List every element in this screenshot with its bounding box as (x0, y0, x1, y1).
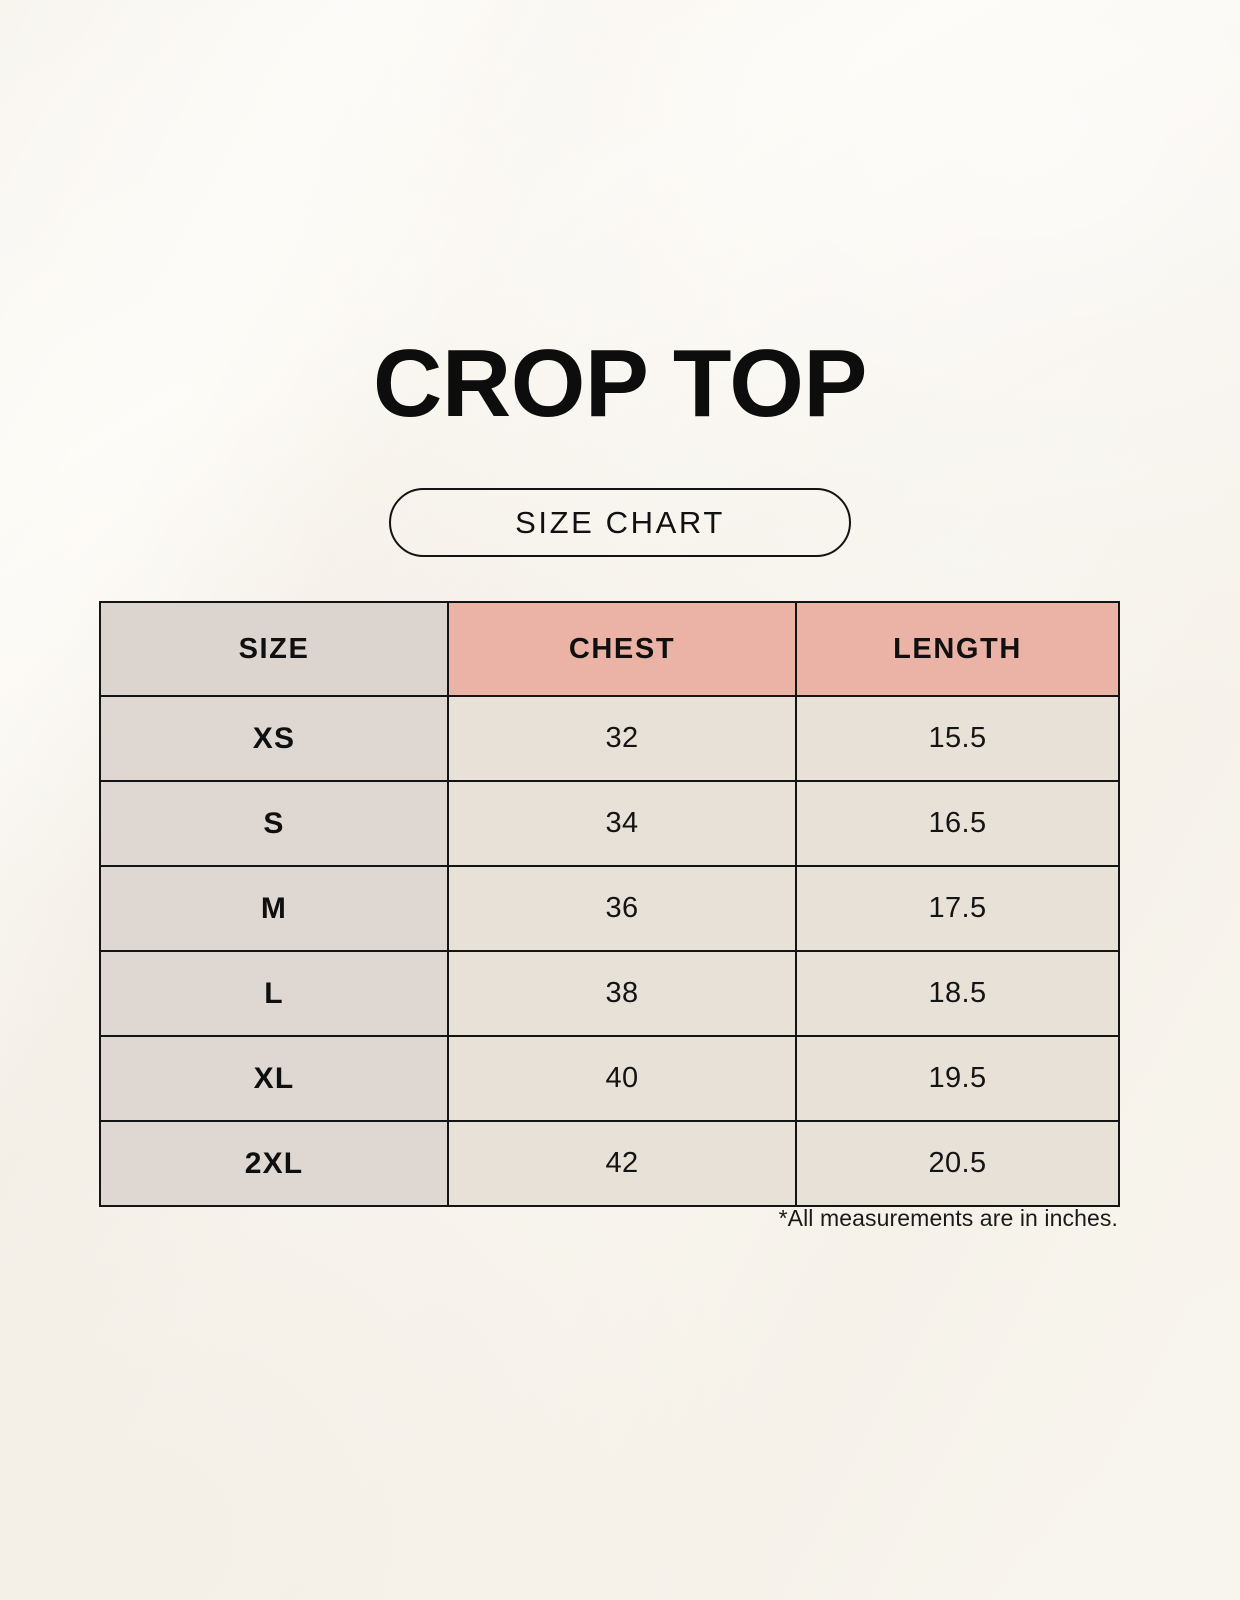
page-title: CROP TOP (373, 330, 867, 437)
cell-chest: 34 (447, 780, 797, 867)
size-table: SIZE CHEST LENGTH XS 32 15.5 S 34 16.5 M (99, 601, 1120, 1207)
cell-size: 2XL (99, 1120, 449, 1207)
cell-size: M (99, 865, 449, 952)
table-row: S 34 16.5 (99, 780, 1120, 867)
cell-length: 17.5 (795, 865, 1120, 952)
cell-length: 19.5 (795, 1035, 1120, 1122)
cell-size: XS (99, 695, 449, 782)
column-header-chest: CHEST (447, 601, 797, 697)
measurement-units-footnote: *All measurements are in inches. (778, 1205, 1118, 1231)
size-chart-pill: SIZE CHART (389, 488, 851, 557)
column-header-size: SIZE (99, 601, 449, 697)
cell-chest: 38 (447, 950, 797, 1037)
table-row: XS 32 15.5 (99, 695, 1120, 782)
size-table-container: SIZE CHEST LENGTH XS 32 15.5 S 34 16.5 M (99, 601, 1120, 1207)
size-table-body: XS 32 15.5 S 34 16.5 M 36 17.5 L 38 (99, 695, 1120, 1207)
cell-size: XL (99, 1035, 449, 1122)
column-header-length: LENGTH (795, 601, 1120, 697)
cell-length: 20.5 (795, 1120, 1120, 1207)
cell-chest: 36 (447, 865, 797, 952)
size-chart-pill-label: SIZE CHART (515, 504, 725, 540)
cell-chest: 32 (447, 695, 797, 782)
cell-chest: 40 (447, 1035, 797, 1122)
header-block: CROP TOP SIZE CHART (0, 336, 1240, 557)
table-header-row: SIZE CHEST LENGTH (99, 601, 1120, 697)
table-row: M 36 17.5 (99, 865, 1120, 952)
cell-size: L (99, 950, 449, 1037)
cell-chest: 42 (447, 1120, 797, 1207)
table-row: XL 40 19.5 (99, 1035, 1120, 1122)
table-row: L 38 18.5 (99, 950, 1120, 1037)
cell-length: 18.5 (795, 950, 1120, 1037)
size-table-head: SIZE CHEST LENGTH (99, 601, 1120, 697)
table-row: 2XL 42 20.5 (99, 1120, 1120, 1207)
cell-size: S (99, 780, 449, 867)
cell-length: 15.5 (795, 695, 1120, 782)
cell-length: 16.5 (795, 780, 1120, 867)
